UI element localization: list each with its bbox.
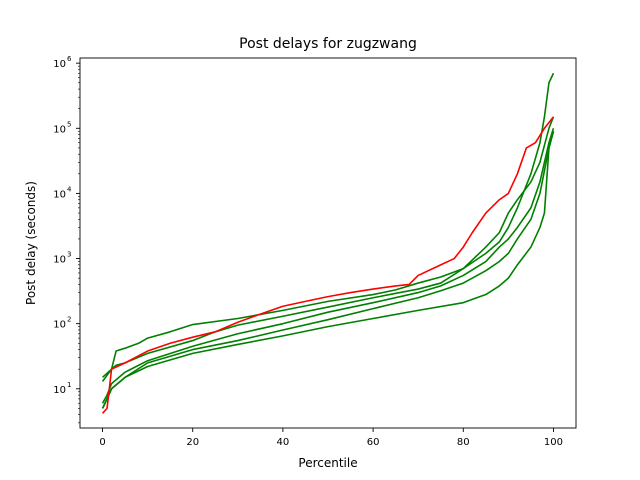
- series-line-1: [101, 72, 555, 382]
- y-tick-exponent: 4: [67, 185, 72, 193]
- series-layer: [101, 72, 555, 414]
- y-tick-base: 10: [53, 124, 66, 135]
- series-line-3: [101, 128, 555, 404]
- y-tick-base: 10: [53, 255, 66, 266]
- y-tick-base: 10: [53, 189, 66, 200]
- chart-title: Post delays for zugzwang: [239, 36, 417, 52]
- x-tick-label: 40: [277, 437, 290, 448]
- y-tick-label: 10 1: [53, 381, 71, 396]
- plot-frame: [79, 57, 577, 429]
- y-tick-exponent: 2: [67, 316, 71, 324]
- y-tick-exponent: 1: [67, 381, 71, 389]
- series-line-6: [101, 116, 555, 414]
- y-tick-base: 10: [53, 385, 66, 396]
- x-tick-label: 100: [544, 437, 563, 448]
- x-tick-label: 20: [186, 437, 199, 448]
- x-tick-label: 60: [367, 437, 380, 448]
- y-tick-exponent: 6: [67, 55, 72, 63]
- x-tick-label: 80: [457, 437, 470, 448]
- y-tick-exponent: 3: [67, 251, 71, 259]
- series-line-5: [101, 131, 555, 409]
- x-tick-label: 0: [99, 437, 105, 448]
- y-tick-label: 10 5: [53, 120, 71, 135]
- y-tick-label: 10 6: [53, 55, 72, 70]
- series-line-4: [101, 131, 555, 409]
- y-tick-label: 10 3: [53, 251, 71, 266]
- x-axis-label: Percentile: [298, 456, 357, 470]
- y-tick-base: 10: [53, 59, 66, 70]
- y-tick-exponent: 5: [67, 120, 71, 128]
- y-axis-label: Post delay (seconds): [24, 181, 38, 305]
- y-tick-label: 10 4: [53, 185, 72, 200]
- y-tick-base: 10: [53, 320, 66, 331]
- series-line-2: [102, 116, 555, 378]
- y-tick-label: 10 2: [53, 316, 71, 331]
